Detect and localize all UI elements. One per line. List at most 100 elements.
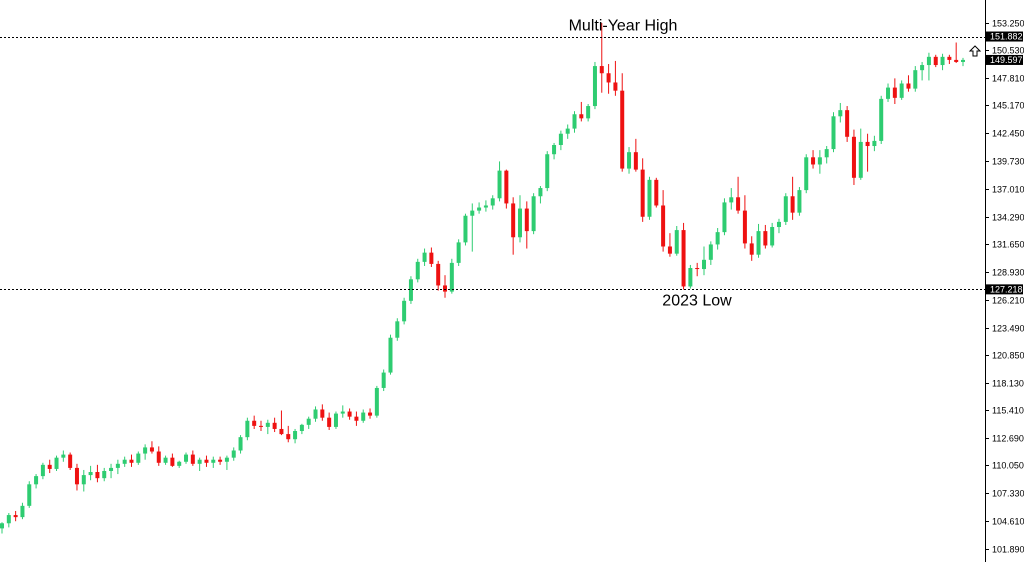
candle-body <box>27 484 32 506</box>
candle-body <box>402 300 407 322</box>
candle-body <box>592 66 597 107</box>
candle-body <box>702 259 707 270</box>
candle-body <box>552 145 557 155</box>
y-tick-label: 128.930 <box>992 268 1024 278</box>
candle-body <box>920 65 925 71</box>
candle-body <box>783 196 788 222</box>
candle-body <box>47 464 52 469</box>
candle-body <box>422 252 427 262</box>
candle-body <box>156 451 161 463</box>
y-tick-label: 150.530 <box>992 46 1024 56</box>
candle-body <box>647 179 652 217</box>
candle-body <box>347 411 352 417</box>
candle-body <box>872 140 877 147</box>
up-arrow-icon[interactable] <box>968 45 982 57</box>
candle-body <box>272 422 277 429</box>
candle-body <box>34 476 39 485</box>
candle-body <box>109 467 114 471</box>
candle-body <box>6 515 11 524</box>
candle-body <box>197 459 202 464</box>
candle-body <box>797 190 802 213</box>
candle-body <box>299 424 304 432</box>
candle-body <box>313 409 318 419</box>
candle-body <box>586 106 591 119</box>
candle-body <box>749 243 754 255</box>
y-tick-label: 110.050 <box>992 461 1024 471</box>
candle-body <box>327 417 332 427</box>
candle-body <box>681 230 686 287</box>
y-tick-label: 139.730 <box>992 157 1024 167</box>
price-tag <box>986 31 1023 42</box>
candle-body <box>674 230 679 254</box>
candle-body <box>742 210 747 244</box>
2023-low-label: 2023 Low <box>662 292 732 309</box>
y-tick-label: 137.010 <box>992 185 1024 195</box>
levels-layer <box>0 37 985 290</box>
candle-body <box>913 70 918 89</box>
y-tick-label: 107.330 <box>992 489 1024 499</box>
candle-body <box>170 457 175 466</box>
y-tick-label: 134.290 <box>992 213 1024 223</box>
candle-body <box>565 128 570 134</box>
candle-body <box>395 321 400 338</box>
candle-body <box>933 56 938 66</box>
candle-body <box>361 412 366 421</box>
candle-body <box>286 434 291 440</box>
candle-body <box>136 453 141 463</box>
candle-body <box>756 231 761 255</box>
candle-body <box>811 157 816 165</box>
candle-body <box>572 114 577 129</box>
candle-body <box>279 428 284 435</box>
candle-body <box>122 459 127 464</box>
candle-body <box>238 437 243 451</box>
price-tag-label: 149.597 <box>990 55 1023 65</box>
candle-body <box>143 447 148 454</box>
candle-body <box>851 136 856 178</box>
candle-body <box>470 210 475 216</box>
candle-body <box>579 114 584 119</box>
candle-body <box>627 152 632 169</box>
candle-body <box>449 262 454 292</box>
y-tick-label: 142.450 <box>992 129 1024 139</box>
candle-body <box>926 56 931 66</box>
candle-body <box>224 457 229 462</box>
candle-body <box>763 231 768 246</box>
candle-body <box>184 454 189 462</box>
candle-body <box>640 169 645 217</box>
candle-body <box>511 203 516 238</box>
y-tick-label: 118.130 <box>992 379 1024 389</box>
candle-body <box>858 141 863 178</box>
candle-body <box>831 116 836 150</box>
y-tick-label: 104.610 <box>992 517 1024 527</box>
candle-body <box>231 450 236 458</box>
candle-body <box>838 110 843 117</box>
candle-body <box>245 420 250 438</box>
candle-body <box>558 133 563 146</box>
candle-body <box>68 454 73 468</box>
candle-body <box>265 422 270 427</box>
candle-body <box>606 73 611 83</box>
candle-body <box>708 244 713 260</box>
candle-body <box>415 261 420 280</box>
y-tick-label: 145.170 <box>992 101 1024 111</box>
candle-body <box>845 110 850 137</box>
candle-body <box>865 141 870 147</box>
candle-body <box>333 413 338 427</box>
y-tick-label: 147.810 <box>992 74 1024 84</box>
candle-body <box>190 454 195 464</box>
candle-body <box>149 447 154 452</box>
candle-body <box>13 515 18 518</box>
candle-body <box>204 459 209 463</box>
candle-body <box>524 208 529 232</box>
candle-body <box>531 196 536 232</box>
candle-body <box>368 412 373 416</box>
candle-body <box>661 205 666 247</box>
candle-body <box>20 505 25 518</box>
candle-body <box>729 197 734 203</box>
candle-body <box>940 56 945 66</box>
y-tick-label: 153.250 <box>992 19 1024 29</box>
price-axis: 153.250 150.530 147.810 145.170 142.450 139.7… <box>985 0 1024 562</box>
candle-body <box>408 279 413 301</box>
candle-body <box>211 459 216 463</box>
